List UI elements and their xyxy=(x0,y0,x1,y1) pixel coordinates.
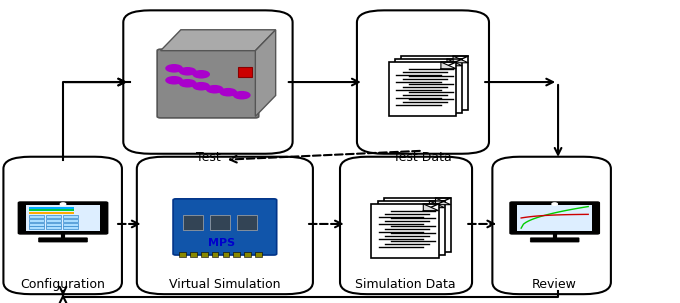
FancyBboxPatch shape xyxy=(179,252,186,257)
FancyBboxPatch shape xyxy=(190,252,197,257)
Circle shape xyxy=(166,65,182,72)
FancyBboxPatch shape xyxy=(63,223,78,226)
FancyBboxPatch shape xyxy=(255,252,262,257)
FancyBboxPatch shape xyxy=(401,56,469,110)
Circle shape xyxy=(166,77,182,84)
FancyBboxPatch shape xyxy=(211,252,218,257)
FancyBboxPatch shape xyxy=(46,215,61,218)
Circle shape xyxy=(193,83,209,90)
Polygon shape xyxy=(441,62,456,69)
Polygon shape xyxy=(435,198,451,205)
FancyBboxPatch shape xyxy=(46,226,61,229)
Text: Review: Review xyxy=(532,278,577,291)
Circle shape xyxy=(552,203,558,205)
FancyBboxPatch shape xyxy=(395,59,462,113)
FancyBboxPatch shape xyxy=(222,252,229,257)
FancyBboxPatch shape xyxy=(377,201,445,255)
FancyBboxPatch shape xyxy=(137,157,313,294)
FancyBboxPatch shape xyxy=(29,212,74,214)
FancyBboxPatch shape xyxy=(233,252,240,257)
Polygon shape xyxy=(423,204,439,211)
FancyBboxPatch shape xyxy=(530,238,579,242)
FancyBboxPatch shape xyxy=(517,205,592,231)
FancyBboxPatch shape xyxy=(29,209,74,211)
Circle shape xyxy=(180,68,196,75)
FancyBboxPatch shape xyxy=(157,49,258,118)
FancyBboxPatch shape xyxy=(340,157,472,294)
FancyBboxPatch shape xyxy=(29,226,44,229)
Polygon shape xyxy=(447,59,462,66)
Circle shape xyxy=(207,86,223,93)
Circle shape xyxy=(193,71,209,78)
FancyBboxPatch shape xyxy=(29,219,44,222)
FancyBboxPatch shape xyxy=(209,215,230,230)
Text: Simulation Data: Simulation Data xyxy=(356,278,456,291)
FancyBboxPatch shape xyxy=(239,67,252,77)
FancyBboxPatch shape xyxy=(389,62,456,116)
FancyBboxPatch shape xyxy=(244,252,251,257)
Circle shape xyxy=(61,203,66,205)
FancyBboxPatch shape xyxy=(173,199,277,255)
Polygon shape xyxy=(256,30,275,116)
FancyBboxPatch shape xyxy=(26,205,100,231)
Text: Test Data: Test Data xyxy=(393,151,452,164)
FancyBboxPatch shape xyxy=(63,219,78,222)
Text: Virtual Simulation: Virtual Simulation xyxy=(169,278,281,291)
FancyBboxPatch shape xyxy=(29,207,74,209)
Polygon shape xyxy=(429,201,445,208)
FancyBboxPatch shape xyxy=(63,215,78,218)
FancyBboxPatch shape xyxy=(357,10,489,154)
Polygon shape xyxy=(160,30,275,51)
Circle shape xyxy=(234,92,250,99)
Text: Test: Test xyxy=(196,151,220,164)
FancyBboxPatch shape xyxy=(201,252,207,257)
FancyBboxPatch shape xyxy=(237,215,257,230)
FancyBboxPatch shape xyxy=(29,223,44,226)
FancyBboxPatch shape xyxy=(492,157,611,294)
FancyBboxPatch shape xyxy=(63,226,78,229)
FancyBboxPatch shape xyxy=(46,219,61,222)
Polygon shape xyxy=(453,56,469,63)
FancyBboxPatch shape xyxy=(371,204,439,258)
Circle shape xyxy=(180,80,196,87)
Circle shape xyxy=(220,88,237,96)
FancyBboxPatch shape xyxy=(3,157,122,294)
Text: MPS: MPS xyxy=(208,238,235,248)
FancyBboxPatch shape xyxy=(29,215,44,218)
FancyBboxPatch shape xyxy=(46,223,61,226)
FancyBboxPatch shape xyxy=(384,198,451,252)
Text: Configuration: Configuration xyxy=(20,278,105,291)
FancyBboxPatch shape xyxy=(510,202,599,234)
FancyBboxPatch shape xyxy=(182,215,203,230)
FancyBboxPatch shape xyxy=(39,238,88,242)
FancyBboxPatch shape xyxy=(18,202,107,234)
FancyBboxPatch shape xyxy=(123,10,292,154)
